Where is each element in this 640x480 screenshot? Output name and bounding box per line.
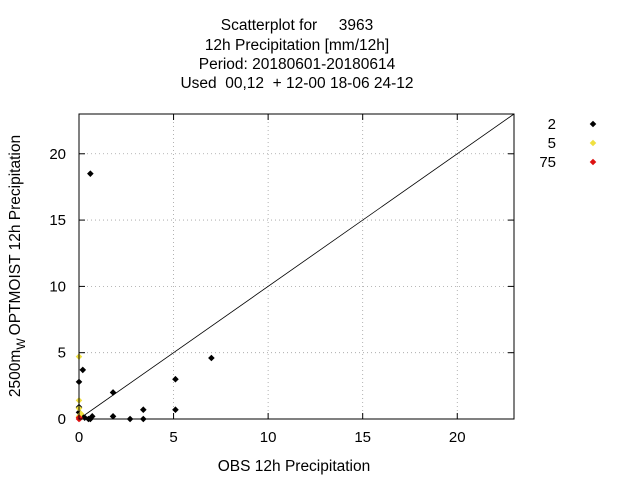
data-point-2-17 [208,354,215,362]
x-axis-label: OBS 12h Precipitation [218,458,371,475]
legend-label-75: 75 [539,154,556,171]
axis-ticks: 0 5 10 15 20 0 5 10 15 20 [49,114,514,446]
y-tick-label-2: 10 [49,278,66,295]
y-tick-label-0: 0 [58,411,66,428]
legend-marker-2 [589,120,597,128]
legend-marker-5 [589,139,597,147]
y-tick-label-3: 15 [49,212,66,229]
data-point-2-11 [109,413,117,420]
y-tick-label-1: 5 [58,345,66,362]
x-tick-label-4: 20 [449,429,466,446]
legend-label-5: 5 [548,135,556,152]
y-tick-label-4: 20 [49,146,66,163]
data-point-2-0 [87,170,94,177]
diagonal-reference-line [78,113,515,420]
plot-frame [78,113,515,420]
data-point-2-2 [79,366,87,374]
legend: 2 5 75 [539,116,597,171]
grid-lines [79,114,514,419]
x-tick-label-1: 5 [169,429,177,446]
y-axis-label-main: 2500m [7,350,24,397]
chart-title-line-1: Scatterplot for 3963 [220,17,374,34]
data-point-2-15 [172,375,179,383]
y-axis-label-rest: OPTMOIST 12h Precipitation [7,135,24,335]
data-point-2-10 [109,389,117,396]
chart-title-line-2: 12h Precipitation [mm/12h] [204,37,390,54]
data-point-2-13 [140,406,147,414]
y-axis-label: 2500mW OPTMOIST 12h Precipitation [7,135,28,397]
data-points [75,170,215,423]
x-tick-label-3: 15 [354,429,371,446]
data-point-2-16 [172,406,179,414]
legend-marker-75 [589,158,597,166]
x-tick-label-0: 0 [75,429,83,446]
x-tick-label-2: 10 [260,429,277,446]
chart-title-line-4: Used 00,12 + 12-00 18-06 24-12 [180,75,414,92]
chart-title-line-3: Period: 20180601-20180614 [198,56,396,73]
y-axis-label-subscript: W [14,338,28,350]
legend-label-2: 2 [548,116,556,133]
